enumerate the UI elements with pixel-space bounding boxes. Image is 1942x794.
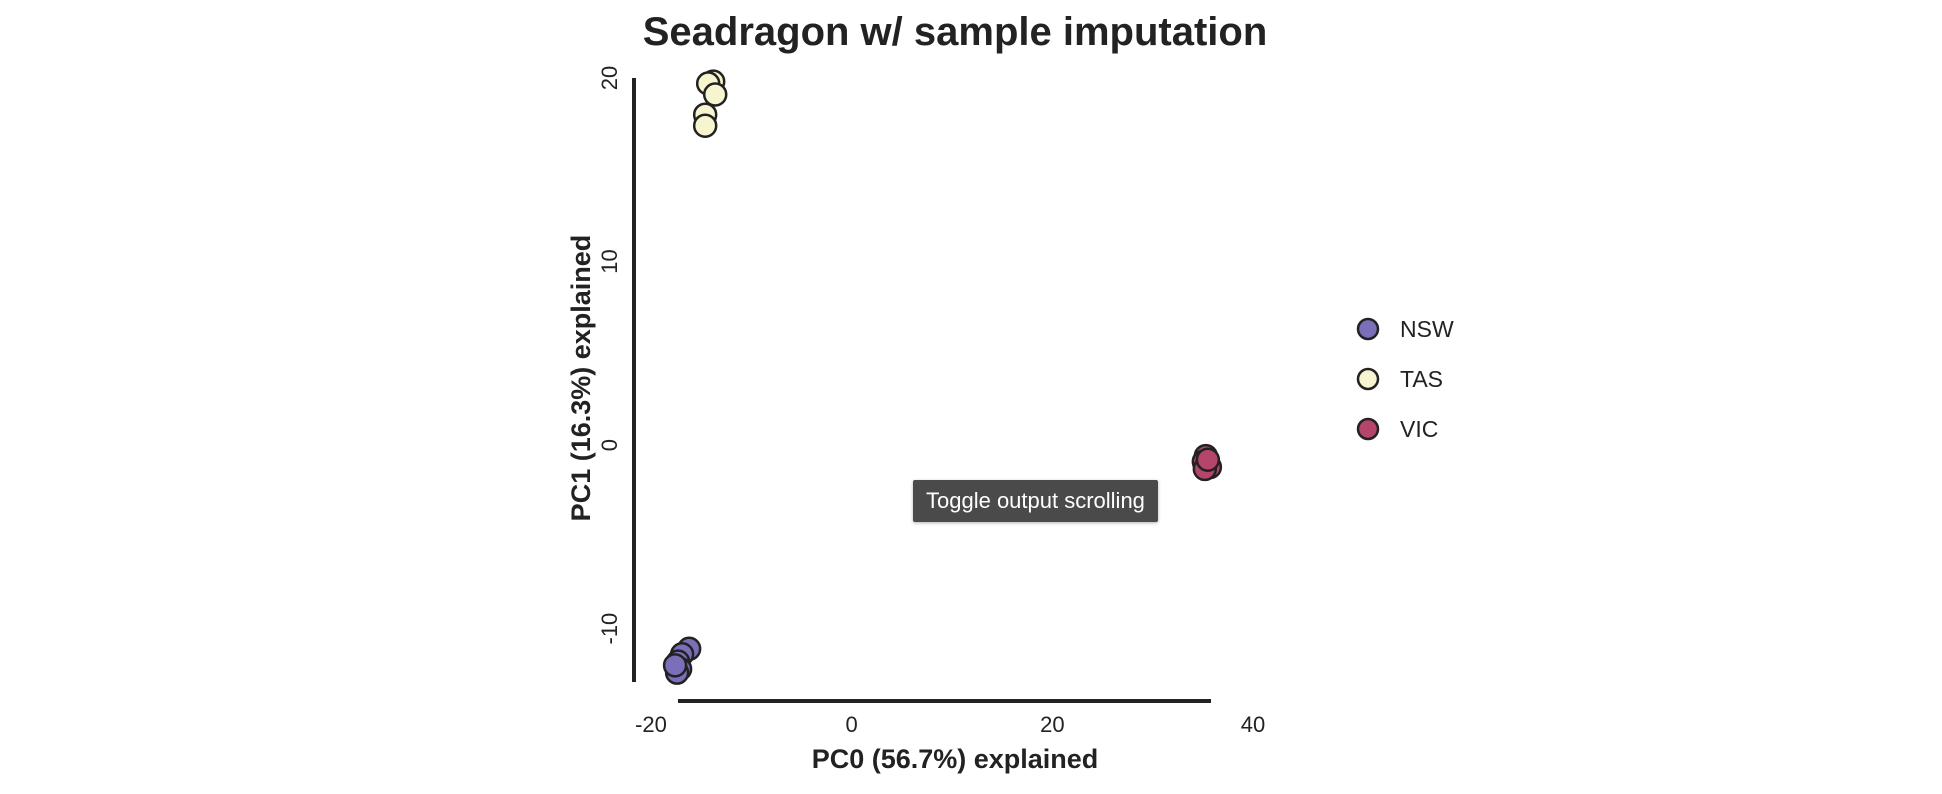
y-axis-label: PC1 (16.3%) explained	[566, 235, 596, 522]
y-tick-label: 0	[597, 439, 622, 451]
toggle-output-scrolling-tooltip: Toggle output scrolling	[913, 480, 1158, 522]
data-point-vic	[1195, 447, 1221, 473]
data-points	[662, 69, 1223, 685]
x-axis-label: PC0 (56.7%) explained	[812, 744, 1099, 774]
x-tick-label: -20	[635, 712, 667, 737]
y-tick-label: 10	[597, 249, 622, 273]
x-tick-label: 0	[846, 712, 858, 737]
legend-label-vic: VIC	[1400, 416, 1438, 442]
x-tick-labels: -20 0 20 40	[635, 712, 1265, 737]
chart-title: Seadragon w/ sample imputation	[643, 10, 1268, 54]
y-tick-labels: -10 0 10 20	[597, 66, 622, 645]
legend-marker-tas	[1356, 367, 1380, 391]
y-tick-label: -10	[597, 613, 622, 645]
legend-label-nsw: NSW	[1400, 316, 1454, 342]
x-tick-label: 40	[1241, 712, 1265, 737]
data-point-tas	[692, 113, 718, 138]
y-tick-label: 20	[597, 66, 622, 90]
legend: NSW TAS VIC	[1356, 316, 1454, 442]
legend-marker-vic	[1356, 417, 1380, 441]
legend-marker-nsw	[1356, 317, 1380, 341]
data-point-nsw	[662, 653, 688, 678]
x-tick-label: 20	[1040, 712, 1064, 737]
data-point-tas	[702, 82, 728, 107]
legend-label-tas: TAS	[1400, 366, 1443, 392]
